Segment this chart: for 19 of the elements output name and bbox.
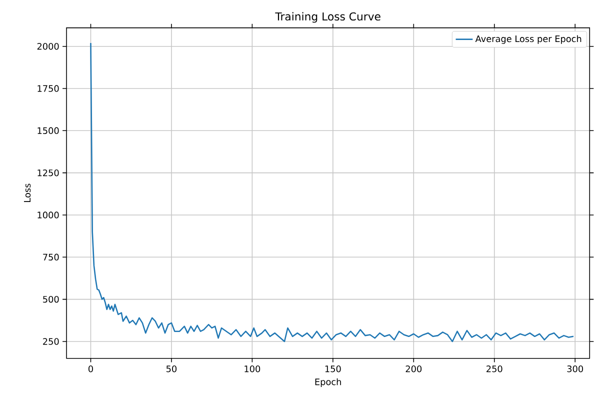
x-tick-label: 50 — [166, 365, 177, 372]
y-tick-label: 500 — [43, 296, 59, 303]
x-tick-label: 100 — [244, 365, 260, 372]
chart-title: Training Loss Curve — [275, 12, 380, 23]
legend-label: Average Loss per Epoch — [475, 35, 582, 44]
x-tick-label: 200 — [406, 365, 422, 372]
x-axis-title: Epoch — [315, 378, 341, 387]
y-tick-label: 1750 — [38, 85, 59, 92]
y-axis-title: Loss — [24, 184, 31, 202]
x-tick-label: 300 — [567, 365, 583, 372]
y-tick-label: 750 — [43, 254, 59, 260]
x-tick-label: 0 — [88, 365, 93, 372]
y-tick-label: 250 — [43, 338, 59, 345]
y-tick-label: 1000 — [38, 212, 59, 218]
x-tick-label: 150 — [325, 365, 341, 372]
y-tick-label: 2000 — [37, 42, 59, 50]
y-tick-label: 1250 — [38, 169, 59, 176]
x-tick-label: 250 — [486, 365, 502, 372]
y-tick-label: 1500 — [38, 127, 59, 134]
